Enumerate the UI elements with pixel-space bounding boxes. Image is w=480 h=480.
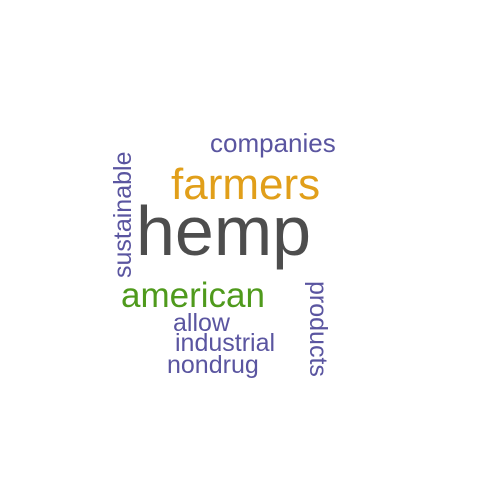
word-american: american	[121, 276, 265, 315]
word-farmers: farmers	[171, 160, 321, 209]
word-allow: allow	[173, 309, 230, 337]
word-sustainable: sustainable	[109, 151, 137, 278]
word-hemp: hemp	[136, 192, 312, 270]
word-companies: companies	[210, 128, 336, 158]
word-industrial: industrial	[175, 329, 276, 357]
word-nondrug: nondrug	[167, 351, 259, 379]
word-products: products	[304, 281, 332, 377]
